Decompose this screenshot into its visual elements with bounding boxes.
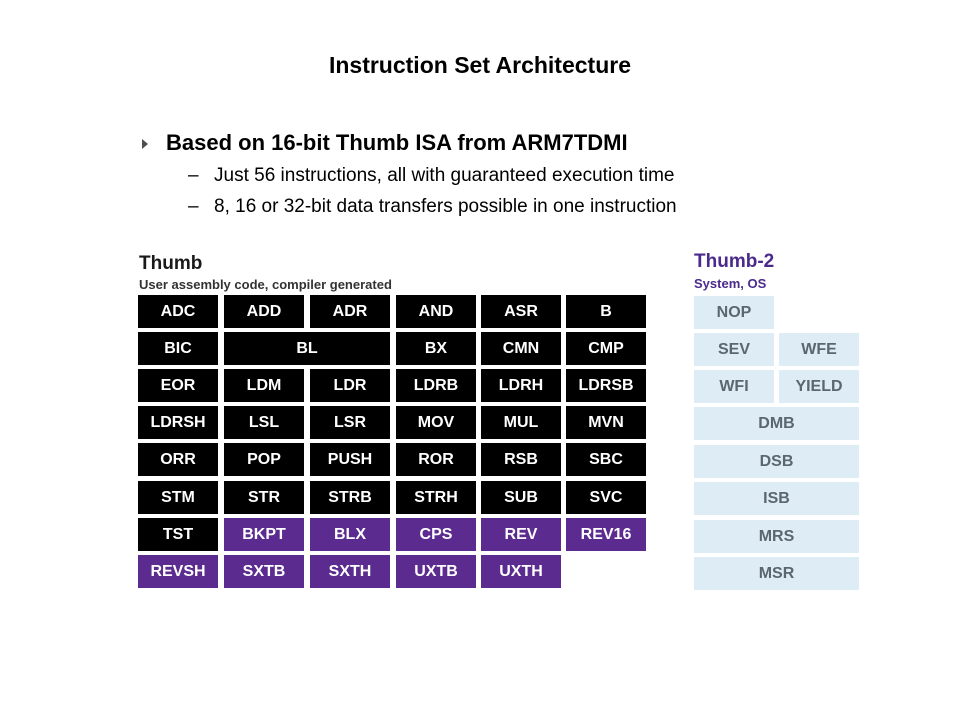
instruction-cell-ldrsb: LDRSB [566, 369, 646, 402]
instruction-cell-str: STR [224, 481, 304, 514]
instruction-cell-ldm: LDM [224, 369, 304, 402]
triangle-bullet-icon [142, 139, 148, 149]
instruction-cell-sbc: SBC [566, 443, 646, 476]
main-bullet: Based on 16-bit Thumb ISA from ARM7TDMI [142, 130, 628, 156]
instruction-cell-lsr: LSR [310, 406, 390, 439]
sub-bullet-text: 8, 16 or 32-bit data transfers possible … [214, 196, 677, 217]
instruction-cell-blx: BLX [310, 518, 390, 551]
instruction-cell-bx: BX [396, 332, 476, 365]
instruction-cell-cps: CPS [396, 518, 476, 551]
instruction-cell-sev: SEV [694, 333, 774, 366]
instruction-cell-isb: ISB [694, 482, 859, 515]
main-bullet-text: Based on 16-bit Thumb ISA from ARM7TDMI [166, 130, 628, 155]
instruction-cell-adr: ADR [310, 295, 390, 328]
instruction-cell-msr: MSR [694, 557, 859, 590]
thumb2-panel-title: Thumb-2 [694, 251, 775, 272]
thumb2-panel-subtitle: System, OS [694, 276, 767, 291]
instruction-cell-nop: NOP [694, 296, 774, 329]
instruction-cell-mov: MOV [396, 406, 476, 439]
instruction-cell-lsl: LSL [224, 406, 304, 439]
instruction-cell-wfe: WFE [779, 333, 859, 366]
instruction-cell-add: ADD [224, 295, 304, 328]
instruction-cell-ldrsh: LDRSH [138, 406, 218, 439]
instruction-cell-pop: POP [224, 443, 304, 476]
instruction-cell-sxth: SXTH [310, 555, 390, 588]
instruction-cell-rev: REV [481, 518, 561, 551]
instruction-cell-mrs: MRS [694, 520, 859, 553]
thumb-panel-subtitle: User assembly code, compiler generated [139, 277, 392, 292]
instruction-cell-bkpt: BKPT [224, 518, 304, 551]
instruction-cell-asr: ASR [481, 295, 561, 328]
instruction-cell-sub: SUB [481, 481, 561, 514]
instruction-cell-ldrh: LDRH [481, 369, 561, 402]
dash-marker: – [188, 196, 199, 217]
sub-bullet-1: – Just 56 instructions, all with guarante… [188, 165, 674, 187]
instruction-cell-strh: STRH [396, 481, 476, 514]
instruction-cell-revsh: REVSH [138, 555, 218, 588]
instruction-cell-ror: ROR [396, 443, 476, 476]
sub-bullet-2: –8, 16 or 32-bit data transfers possible… [188, 196, 677, 218]
slide-title: Instruction Set Architecture [328, 52, 632, 78]
dash-marker: – [188, 165, 199, 186]
instruction-cell-stm: STM [138, 481, 218, 514]
instruction-cell-uxtb: UXTB [396, 555, 476, 588]
instruction-cell-ldr: LDR [310, 369, 390, 402]
instruction-cell-push: PUSH [310, 443, 390, 476]
instruction-cell-mvn: MVN [566, 406, 646, 439]
thumb-panel-title: Thumb [139, 253, 203, 274]
instruction-cell-adc: ADC [138, 295, 218, 328]
sub-bullet-text: Just 56 instructions, all with guarantee… [214, 165, 675, 186]
instruction-cell-rsb: RSB [481, 443, 561, 476]
instruction-cell-bic: BIC [138, 332, 218, 365]
instruction-cell-dmb: DMB [694, 407, 859, 440]
instruction-cell-b: B [566, 295, 646, 328]
instruction-cell-and: AND [396, 295, 476, 328]
instruction-cell-dsb: DSB [694, 445, 859, 478]
instruction-cell-cmn: CMN [481, 332, 561, 365]
instruction-cell-strb: STRB [310, 481, 390, 514]
instruction-cell-svc: SVC [566, 481, 646, 514]
instruction-cell-eor: EOR [138, 369, 218, 402]
instruction-cell-rev16: REV16 [566, 518, 646, 551]
instruction-cell-sxtb: SXTB [224, 555, 304, 588]
instruction-cell-yield: YIELD [779, 370, 859, 403]
instruction-cell-cmp: CMP [566, 332, 646, 365]
instruction-cell-ldrb: LDRB [396, 369, 476, 402]
instruction-cell-orr: ORR [138, 443, 218, 476]
instruction-cell-mul: MUL [481, 406, 561, 439]
instruction-cell-wfi: WFI [694, 370, 774, 403]
instruction-cell-tst: TST [138, 518, 218, 551]
instruction-cell-bl: BL [224, 332, 390, 365]
instruction-cell-uxth: UXTH [481, 555, 561, 588]
